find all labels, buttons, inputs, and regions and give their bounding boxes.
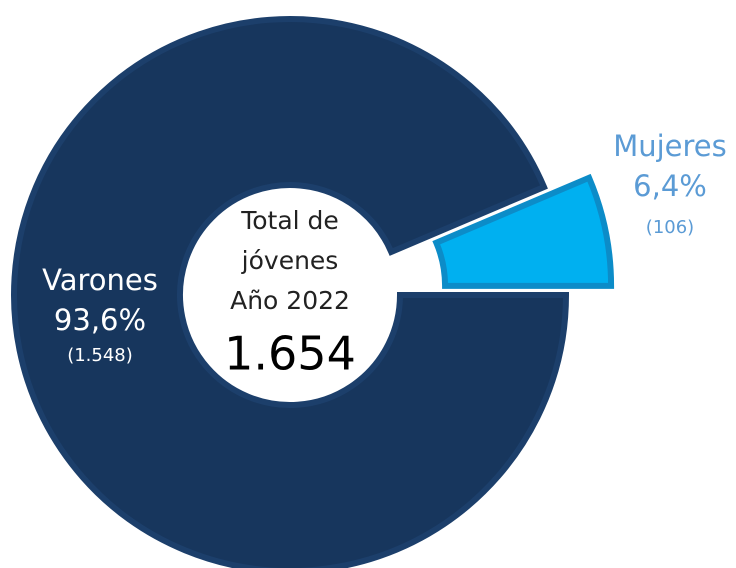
count-label: (1.548) (67, 345, 133, 366)
total-label: 1.654 (224, 327, 356, 381)
category-label: Varones (42, 263, 158, 297)
donut-slice (432, 173, 615, 289)
center-text: jóvenes (241, 246, 339, 275)
category-label: Mujeres (613, 129, 727, 163)
center-text: Total de (240, 206, 339, 235)
count-label: (106) (646, 217, 694, 238)
value-label: 93,6% (54, 303, 146, 337)
value-label: 6,4% (633, 169, 707, 203)
center-text: Año 2022 (230, 286, 350, 315)
donut-slice (11, 16, 570, 568)
